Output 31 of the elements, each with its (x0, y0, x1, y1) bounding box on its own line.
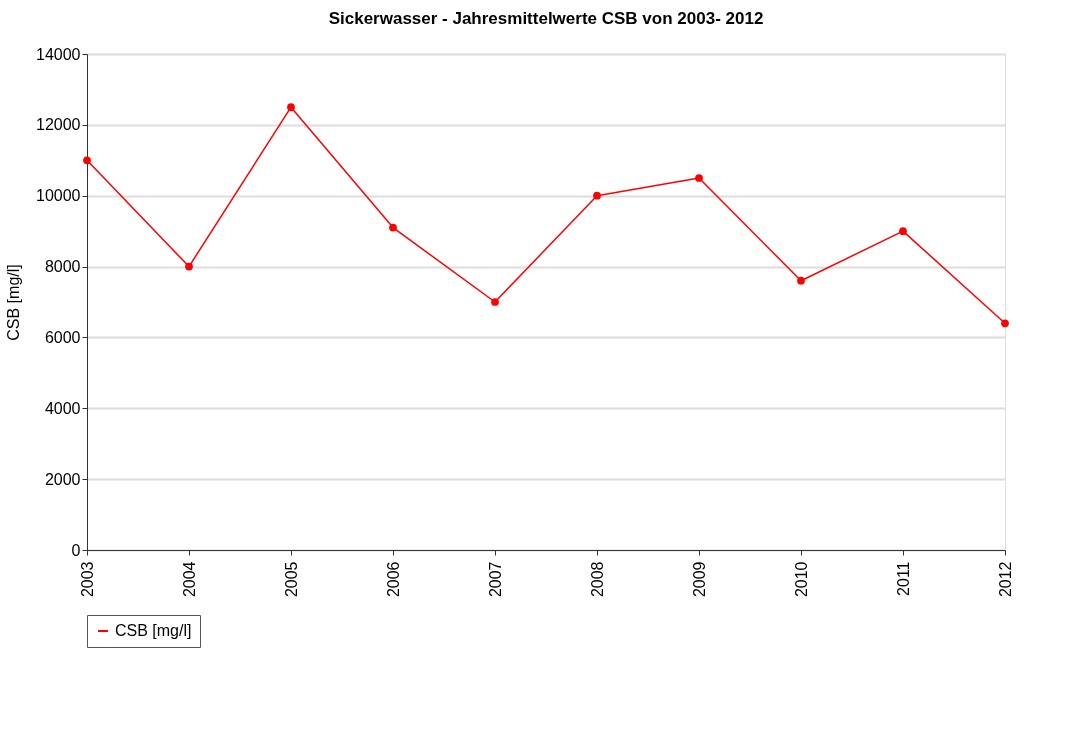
legend-label: CSB [mg/l] (115, 622, 192, 639)
y-tick-label: 2000 (44, 470, 81, 488)
y-tick-label: 14000 (36, 45, 81, 63)
x-tick-label: 2009 (690, 561, 708, 598)
y-tick-label: 12000 (36, 116, 81, 134)
x-tick-label: 2012 (996, 561, 1014, 598)
y-tick-label: 0 (71, 541, 81, 559)
x-tick-label: 2010 (792, 561, 810, 598)
y-axis-title: CSB [mg/l] (5, 264, 23, 341)
x-tick-label: 2004 (180, 561, 198, 598)
x-tick-label: 2008 (588, 561, 606, 598)
point (287, 103, 295, 112)
chart-title: Sickerwasser - Jahresmittelwerte CSB von 2003- 2012 (328, 9, 764, 28)
point (185, 262, 193, 271)
point (83, 156, 91, 165)
y-tick-label: 10000 (36, 187, 81, 205)
point (797, 276, 805, 285)
y-tick-label: 4000 (44, 399, 81, 417)
x-tick-label: 2003 (78, 561, 96, 598)
point (491, 298, 499, 306)
point (695, 174, 703, 182)
x-tick-label: 2011 (894, 561, 912, 596)
y-tick-label: 6000 (44, 328, 81, 346)
point (593, 191, 601, 200)
point (899, 227, 907, 236)
x-tick-label: 2007 (486, 561, 504, 598)
point (1001, 319, 1009, 328)
x-tick-label: 2006 (384, 561, 402, 598)
y-tick-label: 8000 (44, 258, 81, 276)
point (389, 223, 397, 232)
x-tick-label: 2005 (282, 561, 300, 598)
